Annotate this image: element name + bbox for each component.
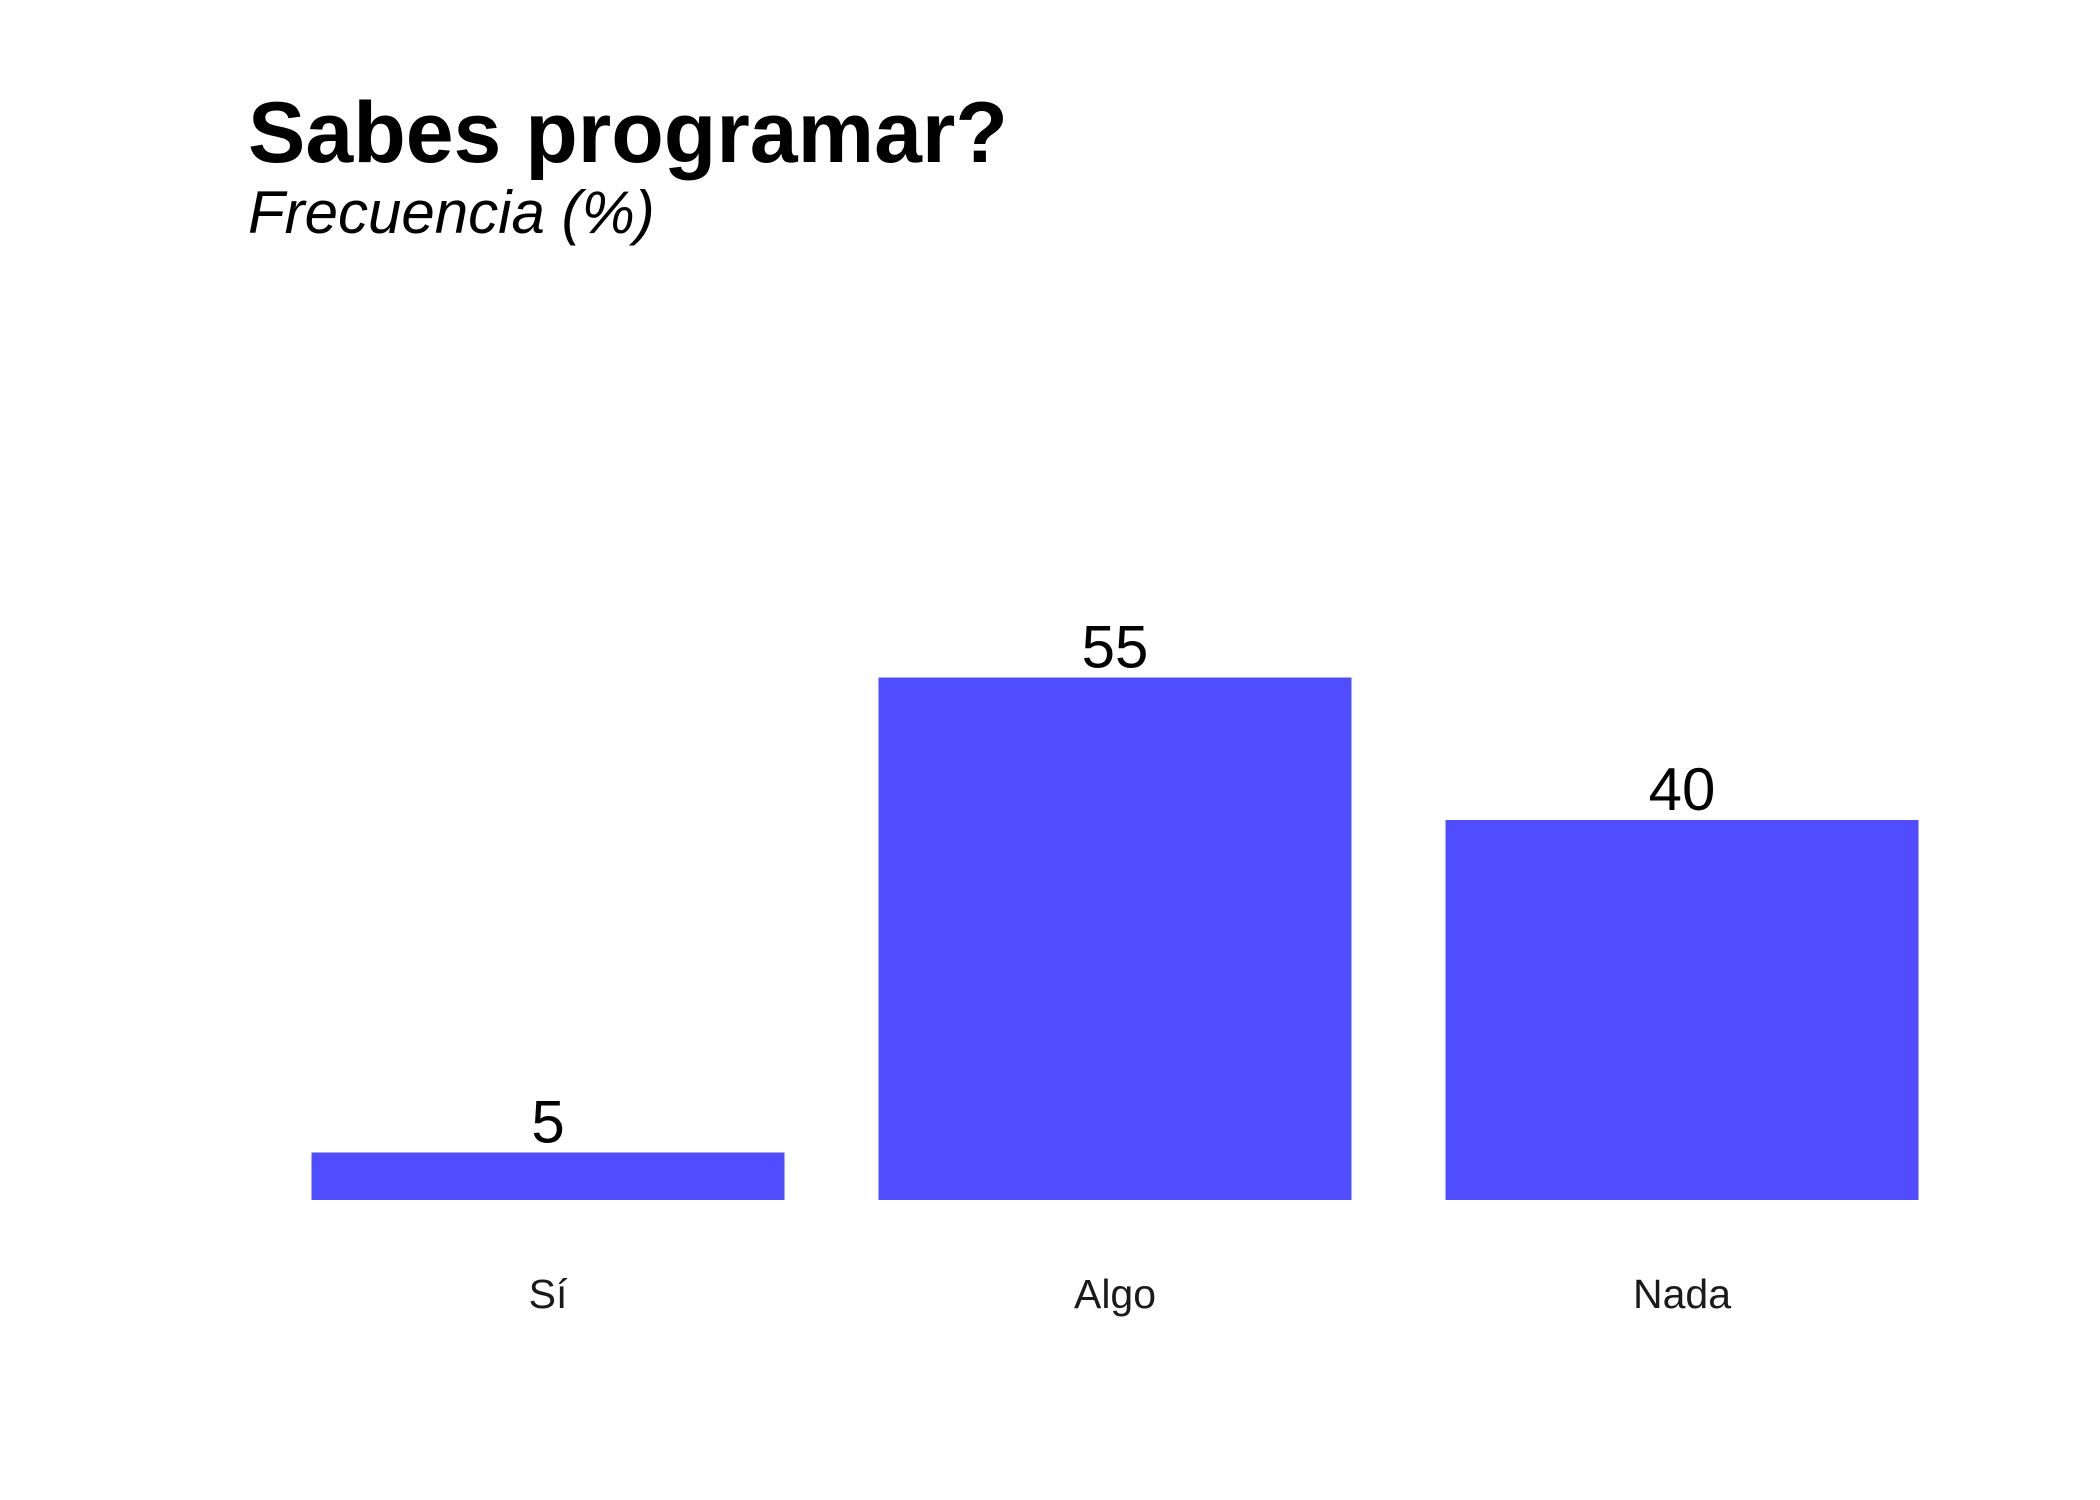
data-label-0: 5 (531, 1089, 564, 1156)
bar-2 (1445, 820, 1919, 1200)
bar-0 (311, 1152, 785, 1200)
x-tick-label-0: Sí (529, 1271, 568, 1317)
bars-group (311, 677, 1919, 1200)
data-label-1: 55 (1082, 614, 1149, 681)
chart-title: Sabes programar? (248, 85, 1008, 181)
x-axis-ticks: Sí Algo Nada (529, 1271, 1732, 1317)
x-tick-label-2: Nada (1633, 1271, 1731, 1317)
data-label-2: 40 (1649, 756, 1716, 823)
chart-subtitle: Frecuencia (%) (248, 179, 655, 246)
bar-1 (878, 677, 1352, 1200)
x-tick-label-1: Algo (1074, 1271, 1156, 1317)
